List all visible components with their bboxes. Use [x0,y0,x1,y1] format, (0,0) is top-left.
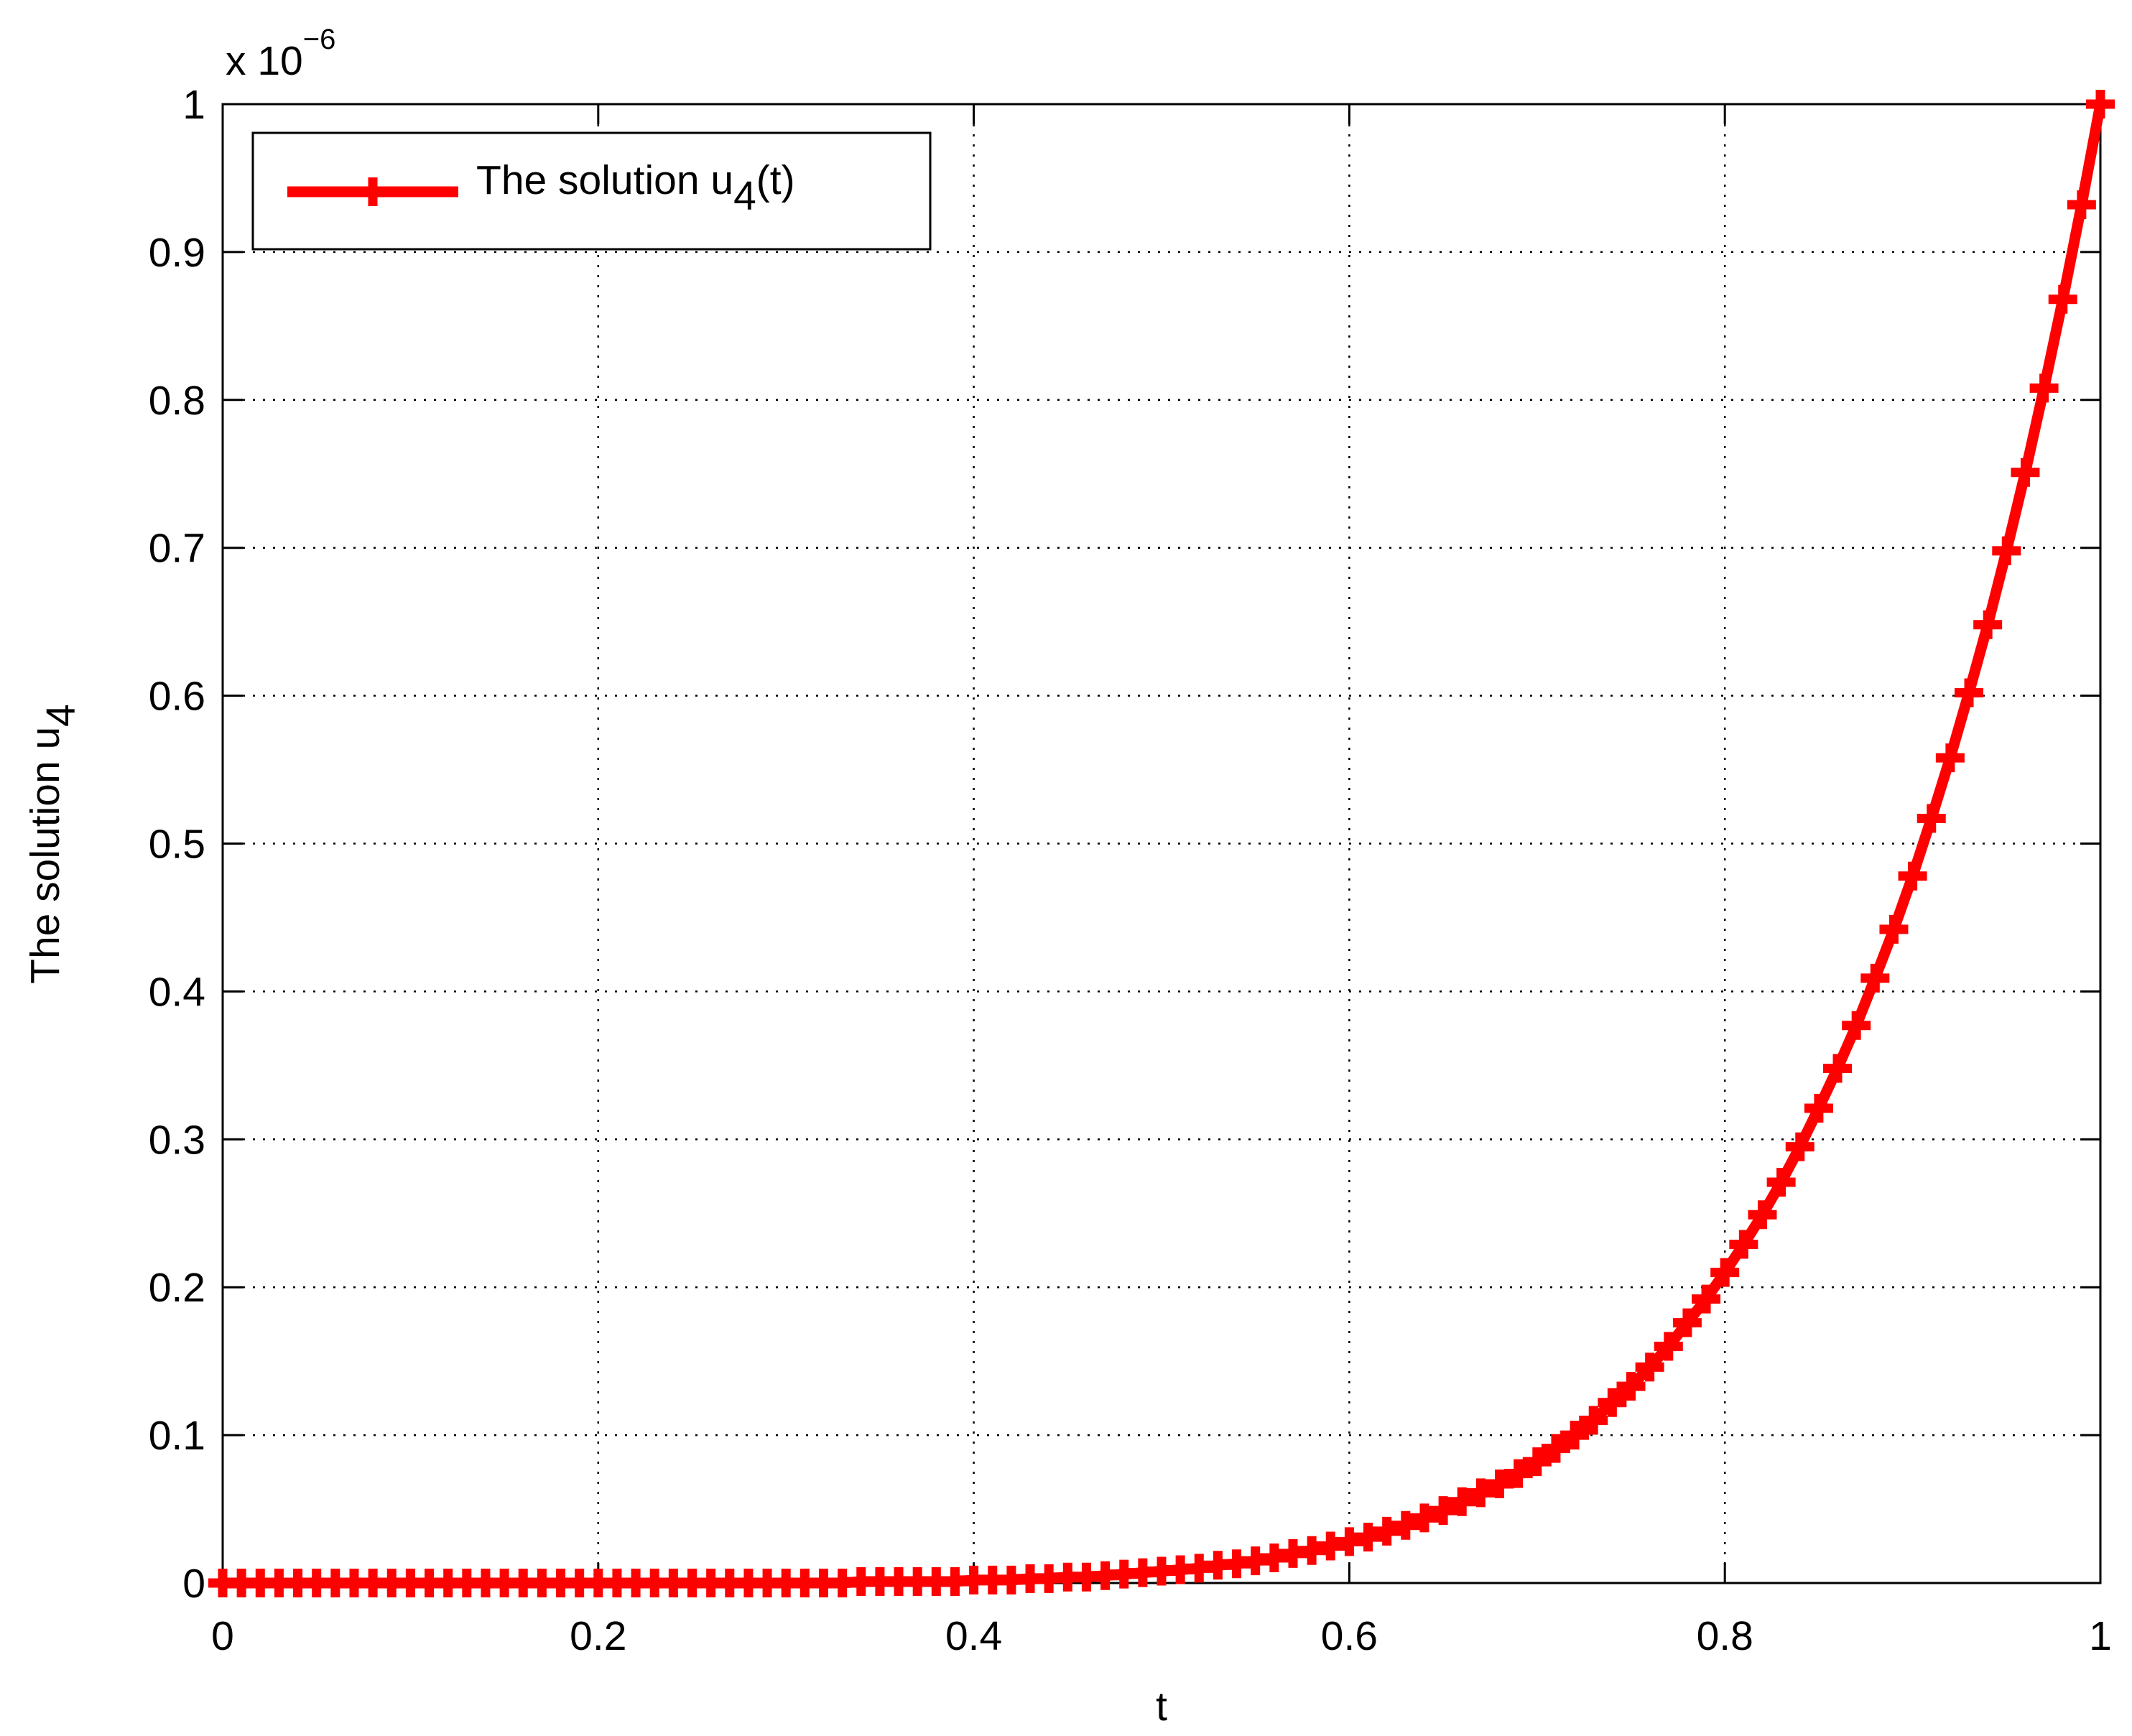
y-tick-label: 0.1 [149,1413,205,1459]
marker [1579,1406,1608,1435]
marker [1992,536,2021,565]
marker [1447,1487,1477,1516]
marker [1466,1478,1496,1508]
marker [2011,458,2040,487]
marker [1935,743,1965,773]
marker [1560,1421,1590,1450]
y-axis-label-subscript: 4 [38,704,84,727]
y-tick-label: 0.8 [149,378,205,424]
marker [1391,1510,1420,1540]
marker [358,177,387,206]
legend-label: The solution u4(t) [476,157,795,219]
marker [1692,1284,1721,1314]
y-tick-label: 0.3 [149,1117,205,1163]
x-tick-label: 0 [211,1613,234,1659]
marker [1654,1332,1683,1361]
y-tick-label: 0.9 [149,230,205,276]
plot-area [208,90,2115,1597]
marker [1598,1388,1627,1417]
legend-label-suffix: (t) [756,157,795,203]
marker [1616,1372,1646,1401]
marker [1748,1200,1777,1230]
y-tick-label: 0.4 [149,969,205,1015]
marker [1372,1516,1401,1546]
y-tick-label: 0.5 [149,822,205,868]
marker [1898,861,1927,891]
x-tick-label: 0.2 [570,1613,626,1659]
marker [1955,678,1984,707]
marker [1353,1523,1383,1552]
marker [1879,914,1909,944]
marker [1522,1447,1552,1477]
y-tick-label: 1 [182,82,205,128]
y-multiplier-base: x 10 [226,38,303,84]
legend: The solution u4(t) [251,131,932,251]
marker [1429,1496,1458,1526]
y-tick-label: 0.6 [149,674,205,720]
marker [1710,1258,1740,1287]
x-tick-label: 0.8 [1697,1613,1753,1659]
marker [1766,1168,1796,1197]
y-multiplier-exponent: −6 [303,24,336,55]
marker [2086,90,2115,119]
marker [1409,1503,1439,1533]
y-tick-label: 0.7 [149,526,205,572]
y-tick-label: 0.2 [149,1265,205,1311]
marker [2048,284,2077,314]
marker [1842,1011,1871,1040]
y-axis-label: The solution u4 [22,704,84,984]
y-axis-label-text: The solution u [22,727,68,984]
marker [1503,1459,1533,1488]
marker [2029,373,2059,403]
marker [1541,1434,1570,1463]
marker [1729,1230,1758,1259]
marker [1804,1094,1833,1123]
marker [1635,1352,1664,1382]
marker [1860,963,1890,993]
x-tick-label: 0.6 [1321,1613,1378,1659]
y-multiplier: x 10−6 [226,24,335,84]
x-axis-label: t [1156,1684,1167,1730]
marker [1785,1132,1814,1161]
marker [1823,1054,1853,1083]
x-tick-label: 1 [2089,1613,2112,1659]
marker [1672,1308,1702,1337]
marker [2067,190,2096,220]
marker [1973,610,2003,639]
marker [1917,804,1946,833]
x-tick-label: 0.4 [945,1613,1002,1659]
legend-label-subscript: 4 [733,173,756,219]
y-tick-label: 0 [182,1561,205,1607]
legend-label-text: The solution u [476,157,733,203]
marker [1485,1470,1514,1499]
